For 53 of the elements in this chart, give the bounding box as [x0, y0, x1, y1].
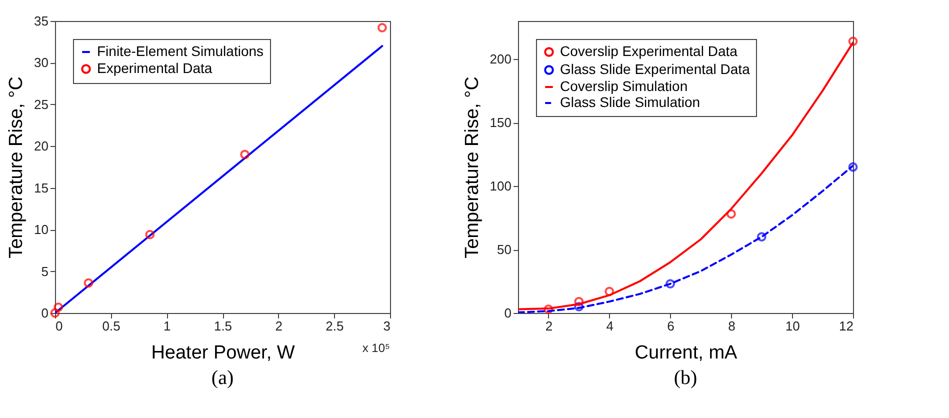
x-tick-label: 3 — [383, 318, 390, 334]
x-tick-label: 4 — [606, 318, 614, 334]
point — [84, 278, 94, 288]
y-axis-title: Temperature Rise, °C — [462, 76, 483, 258]
point — [544, 304, 554, 314]
point — [604, 286, 614, 296]
y-tick-label: 15 — [34, 180, 48, 196]
point — [666, 279, 675, 288]
y-tick-label: 25 — [34, 96, 48, 112]
y-tick-label: 0 — [41, 306, 48, 320]
text: (a) — [211, 367, 234, 389]
point — [726, 209, 736, 219]
y-tick-label: 5 — [41, 264, 48, 279]
point — [756, 232, 766, 242]
point — [848, 162, 858, 172]
y-tick-label: 100 — [490, 178, 512, 194]
x-tick-label: 12 — [839, 318, 854, 334]
y-tick-label: 20 — [34, 138, 48, 154]
y-tick-label: 35 — [34, 14, 48, 28]
text: (b) — [674, 367, 698, 389]
y-axis-title: Temperature Rise, °C — [6, 76, 28, 258]
legend-label: Experimental Data — [97, 60, 212, 76]
legend-label: Finite-Element Simulations — [97, 43, 264, 59]
point — [240, 150, 250, 160]
legend-label: Coverslip Experimental Data — [560, 43, 738, 59]
x-tick-label: 2 — [275, 318, 282, 334]
x-tick-label: 2.5 — [326, 318, 344, 334]
y-tick-label: 50 — [497, 242, 512, 258]
legend-label: Glass Slide Experimental Data — [560, 61, 750, 77]
x-tick-label: 0 — [56, 318, 63, 334]
x-tick-label: 6 — [667, 318, 674, 334]
text: x 10⁵ — [362, 341, 390, 355]
y-tick-label: 0 — [504, 306, 512, 320]
y-tick-label: 30 — [34, 55, 48, 70]
y-tick-label: 10 — [34, 222, 48, 238]
x-tick-label: 10 — [785, 318, 800, 334]
point — [145, 230, 155, 240]
point — [574, 302, 584, 312]
x-axis-title: Current, mA — [634, 342, 738, 364]
legend-label: Glass Slide Simulation — [560, 94, 700, 110]
x-axis-title: Heater Power, W — [151, 342, 295, 364]
x-tick-label: 2 — [545, 318, 553, 334]
y-tick-label: 150 — [490, 115, 512, 130]
x-tick-label: 0.5 — [102, 318, 120, 334]
x-tick-label: 1.5 — [214, 318, 232, 334]
point — [377, 22, 387, 32]
legend-label: Coverslip Simulation — [560, 78, 688, 94]
point — [574, 296, 584, 306]
x-tick-label: 8 — [728, 318, 736, 334]
point — [54, 302, 64, 312]
x-tick-label: 1 — [164, 318, 171, 334]
point — [50, 308, 60, 318]
y-tick-label: 200 — [490, 52, 512, 67]
